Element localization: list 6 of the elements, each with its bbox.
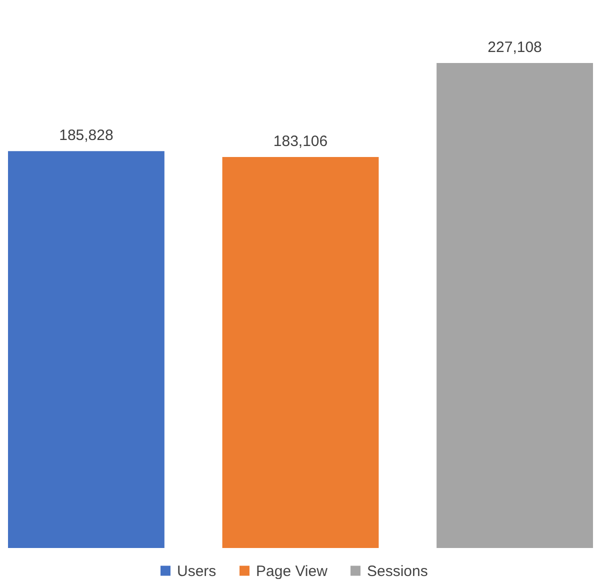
legend-label: Page View bbox=[256, 562, 328, 580]
legend-label: Users bbox=[177, 562, 216, 580]
data-label: 183,106 bbox=[273, 132, 328, 150]
legend-label: Sessions bbox=[367, 562, 428, 580]
data-label: 185,828 bbox=[59, 127, 114, 144]
data-label: 227,108 bbox=[488, 39, 542, 56]
